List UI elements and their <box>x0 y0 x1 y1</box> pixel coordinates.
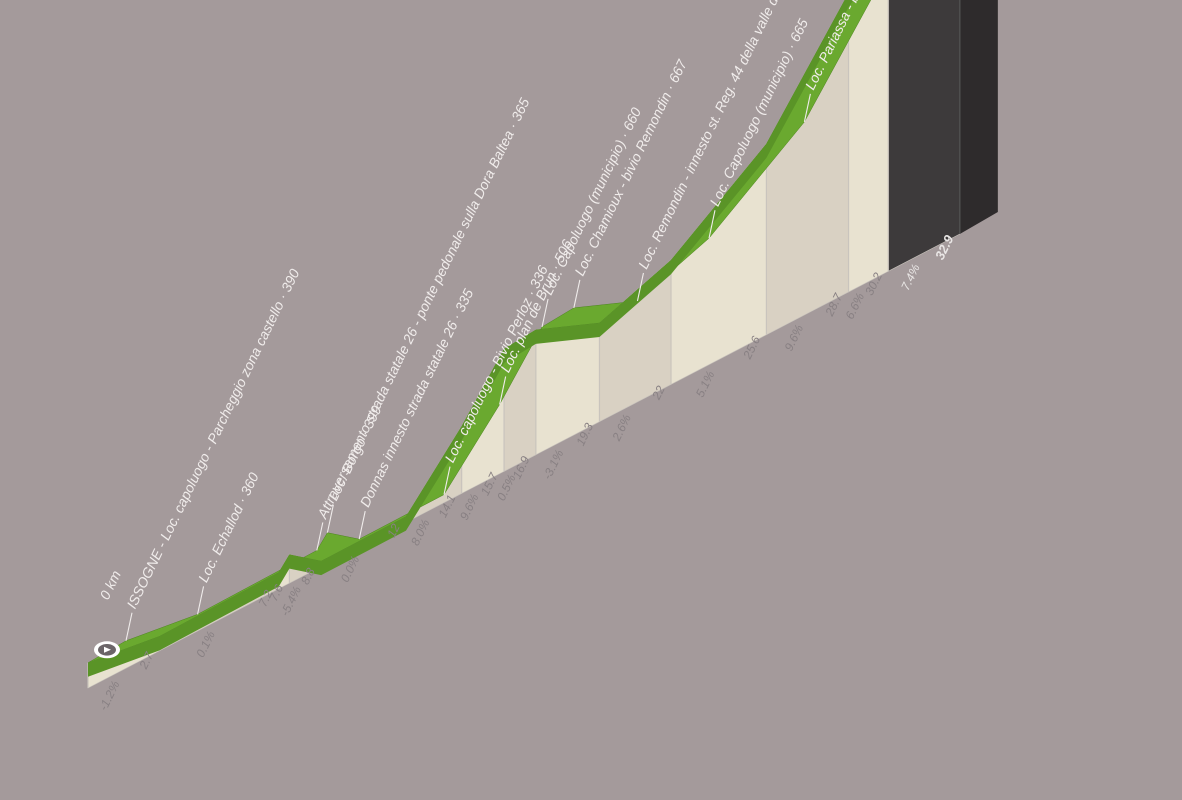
segment-face <box>888 0 960 271</box>
waypoint-label: Loc. Capoluogo (municipio) · 660 <box>539 105 644 298</box>
end-side-wall <box>960 0 998 234</box>
segment-face <box>849 0 889 292</box>
gradient-value: -3.1% <box>540 447 566 482</box>
chart-svg: ISSOGNE - Loc. capoluogo - Parcheggio zo… <box>0 0 1182 800</box>
leader-line <box>359 511 365 539</box>
gradient-value: 9.6% <box>782 322 807 353</box>
gradient-value: 0.1% <box>193 629 218 660</box>
gradient-value: 7.4% <box>898 261 923 292</box>
gradient-value: 5.1% <box>693 368 718 399</box>
gradient-value: 6.6% <box>843 290 868 321</box>
waypoint-label: Loc. Echallod · 360 <box>195 470 262 585</box>
bars-group <box>88 0 998 688</box>
leader-line <box>126 613 132 641</box>
gradient-value: 9.6% <box>457 491 482 522</box>
leader-line <box>574 280 580 308</box>
waypoint-label: Loc. Chamioux - bivio Remondin · 667 <box>571 56 690 278</box>
start-marker <box>94 641 120 658</box>
gradient-value: -1.2% <box>96 678 122 713</box>
leader-line <box>198 586 204 614</box>
start-km-label: 0 km <box>96 568 124 603</box>
gradient-value: 2.6% <box>609 412 634 444</box>
elevation-profile-chart: ISSOGNE - Loc. capoluogo - Parcheggio zo… <box>0 0 1182 800</box>
